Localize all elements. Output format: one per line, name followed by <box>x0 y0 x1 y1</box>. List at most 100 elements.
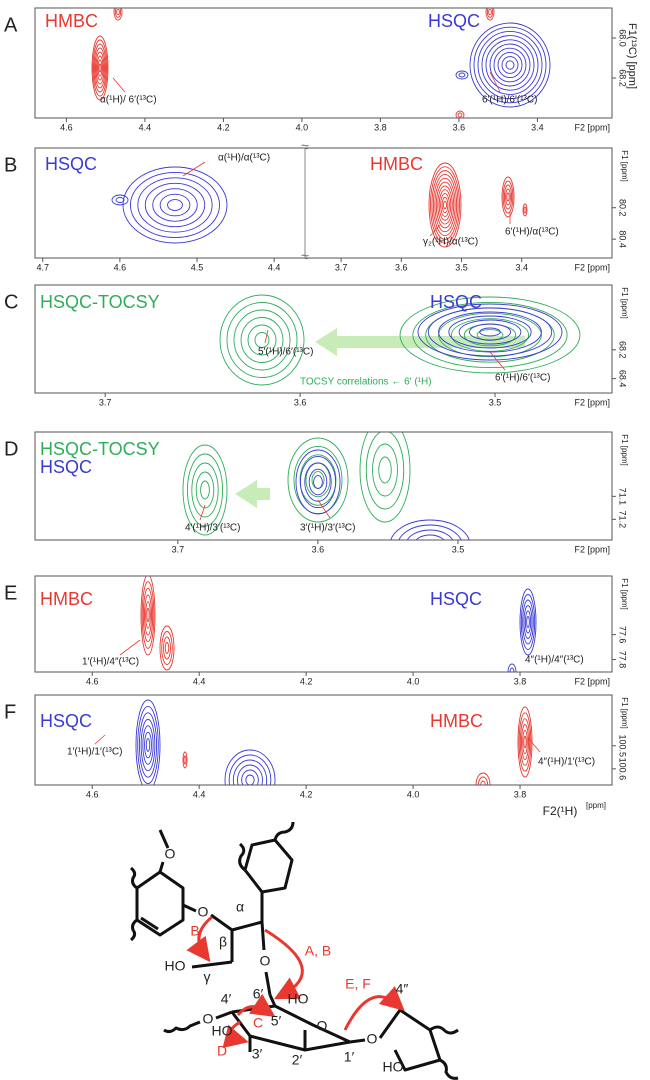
y-tick-label: 71.2 <box>618 511 628 529</box>
spectrum-label: HMBC <box>430 711 483 731</box>
contour <box>450 318 530 352</box>
atom-label: 4″ <box>396 981 409 997</box>
contour <box>92 39 108 97</box>
contour <box>159 625 175 671</box>
contour <box>164 642 170 654</box>
panel-frame <box>34 575 613 673</box>
contour <box>477 30 543 100</box>
contour <box>469 22 551 108</box>
atom-label: O <box>260 953 271 969</box>
x-tick-label: 3.8 <box>514 676 527 686</box>
atom-label: O <box>367 1031 378 1047</box>
break-mark: ≈ <box>301 139 309 155</box>
contour <box>526 616 530 628</box>
contour <box>520 594 536 650</box>
contour <box>95 51 105 85</box>
contour <box>129 171 221 239</box>
x-tick-label: 3.7 <box>335 262 348 272</box>
spectrum-label: HSQC-TOCSY <box>40 439 160 459</box>
atom-label: 5′ <box>271 1013 282 1029</box>
spectrum-label: HMBC <box>45 11 98 31</box>
annotation: TOCSY correlations ← 6′ (¹H) <box>300 377 432 388</box>
spectrum-panel: F HSQC HMBC 1′(¹H)/1′(¹³C) 4″(¹H)/1′(¹³C) 4.6… <box>4 694 629 818</box>
spectrum-label: HSQC-TOCSY <box>40 292 160 312</box>
annotation: 5′(¹H)/6′(¹³C) <box>258 347 313 358</box>
annotation: 6′(¹H)/6′(¹³C) <box>495 373 550 384</box>
x-tick-label: 4.6 <box>114 262 127 272</box>
atom-label: HO <box>165 958 186 974</box>
contour <box>432 174 458 236</box>
contour <box>481 35 539 95</box>
x-tick-label: 3.7 <box>99 397 112 407</box>
contour <box>191 462 219 518</box>
annotation: 6′(¹H)/6′(¹³C) <box>482 95 537 106</box>
structure-drawing <box>129 821 459 1080</box>
panel-frame <box>34 7 613 119</box>
x-tick-label: 4.2 <box>300 676 313 686</box>
contour <box>145 738 151 752</box>
annotation: α(¹H)/ 6′(¹³C) <box>100 95 157 106</box>
contour <box>507 663 517 672</box>
y-tick-label: 80.2 <box>618 199 628 217</box>
x-axis-label: F2(¹H) <box>543 804 578 818</box>
contour <box>98 63 102 73</box>
annotation: α(¹H)/α(¹³C) <box>218 153 270 164</box>
spectrum-label: HSQC <box>430 292 482 312</box>
contour <box>182 751 188 769</box>
contour <box>435 181 455 229</box>
x-tick-label: 4.2 <box>217 122 230 132</box>
contour <box>519 588 537 656</box>
contour <box>486 8 494 18</box>
contour <box>186 453 224 527</box>
contour <box>522 729 528 755</box>
contour <box>140 576 156 656</box>
spectrum-panel: A HMBC HSQC α(¹H)/ 6′(¹³C) 6′(¹H)/6′(¹³C) 4.6… <box>4 7 638 132</box>
panel-letter: D <box>4 438 18 460</box>
contour <box>406 529 454 540</box>
spectrum-panel: E HMBC HSQC 1′(¹H)/4″(¹³C) 4″(¹H)/4″(¹³C) 4.6… <box>4 575 629 686</box>
atom-label: O <box>198 904 209 920</box>
contour <box>455 70 469 80</box>
panel-frame <box>34 147 613 259</box>
contour <box>142 725 154 765</box>
contour <box>97 59 103 77</box>
x-axis-label: F2 [ppm] <box>574 397 610 407</box>
contour <box>237 764 263 785</box>
contour <box>427 307 553 357</box>
y-axis-label: F1 [ppm] <box>620 697 629 729</box>
contour <box>113 8 123 21</box>
contour <box>245 774 255 785</box>
contour <box>428 162 462 248</box>
atom-label: 1′ <box>344 1049 355 1065</box>
spectrum-label: HSQC <box>430 589 482 609</box>
contour <box>518 712 532 772</box>
spectrum-label: HSQC <box>428 11 480 31</box>
spectrum-label: HSQC <box>40 711 92 731</box>
contour <box>232 759 268 785</box>
contour-area <box>182 432 470 540</box>
contour <box>140 718 156 772</box>
contour <box>359 432 411 523</box>
break-mark: ≈ <box>301 249 309 265</box>
contour <box>200 480 210 500</box>
atom-label: α <box>236 899 244 915</box>
contour <box>161 631 173 665</box>
leader-line <box>112 77 126 93</box>
contour <box>502 180 514 214</box>
correlation-label: C <box>253 1015 263 1031</box>
contour <box>144 182 206 228</box>
contour <box>182 444 228 536</box>
x-tick-label: 3.6 <box>294 397 307 407</box>
arrow-head <box>235 480 257 508</box>
contour <box>142 587 154 643</box>
x-axis-label: F2 [ppm] <box>574 544 610 554</box>
x-tick-label: 4.7 <box>36 262 49 272</box>
atom-label: 2′ <box>292 1052 303 1068</box>
y-axis-label: F1 [ppm] <box>620 434 629 466</box>
leader-line <box>264 329 269 344</box>
leader-line <box>489 351 506 371</box>
contour <box>475 772 491 785</box>
contour <box>455 110 465 118</box>
leader-line <box>119 639 141 656</box>
contour <box>522 203 528 217</box>
